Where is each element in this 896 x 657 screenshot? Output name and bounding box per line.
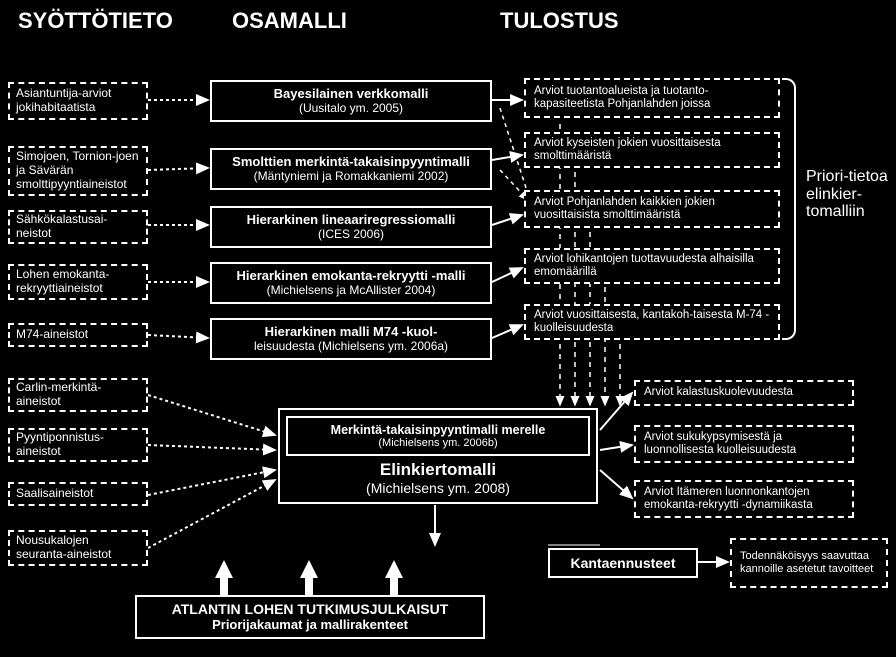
input-9: Nousukalojen seuranta-aineistot	[8, 530, 148, 566]
up-arrow-stem	[305, 578, 313, 595]
bottom-line1: ATLANTIN LOHEN TUTKIMUSJULKAISUT	[143, 601, 477, 617]
input-2: Simojoen, Tornion-joen ja Sävärän smoltt…	[8, 146, 148, 196]
model-1-title: Bayesilainen verkkomalli	[218, 87, 484, 102]
inner-model-title: Merkintä-takaisinpyyntimalli merelle	[294, 423, 582, 437]
output-7: Arviot sukukypsymisestä ja luonnollisest…	[634, 425, 854, 463]
model-4-title: Hierarkinen emokanta-rekryytti -malli	[218, 269, 484, 284]
model-3: Hierarkinen lineaariregressiomalli (ICES…	[210, 206, 492, 248]
outer-model-sub: (Michielsens ym. 2008)	[286, 480, 590, 496]
outer-model-title: Elinkiertomalli	[286, 460, 590, 480]
output-4: Arviot lohikantojen tuottavuudesta alhai…	[524, 248, 780, 284]
up-arrow-icon	[385, 560, 403, 578]
header-output: TULOSTUS	[500, 8, 619, 34]
model-2-title: Smolttien merkintä-takaisinpyyntimalli	[218, 155, 484, 170]
output-3: Arviot Pohjanlahden kaikkien jokien vuos…	[524, 190, 780, 228]
inner-model-sub: (Michielsens ym. 2006b)	[294, 437, 582, 450]
output-8: Arviot Itämeren luonnonkantojen emokanta…	[634, 480, 854, 518]
up-arrow-stem	[220, 578, 228, 595]
up-arrow-icon	[215, 560, 233, 578]
input-1: Asiantuntija-arviot jokihabitaatista	[8, 82, 148, 120]
output-5: Arviot vuosittaisesta, kantakoh-taisesta…	[524, 304, 780, 340]
model-4-sub: (Michielsens ja McAllister 2004)	[218, 284, 484, 298]
header-model: OSAMALLI	[232, 8, 347, 34]
outer-model: Merkintä-takaisinpyyntimalli merelle (Mi…	[278, 408, 598, 504]
bottom-box: ATLANTIN LOHEN TUTKIMUSJULKAISUT Priorij…	[135, 595, 485, 639]
brace-icon	[782, 78, 796, 340]
model-1: Bayesilainen verkkomalli (Uusitalo ym. 2…	[210, 80, 492, 122]
model-2-sub: (Mäntyniemi ja Romakkaniemi 2002)	[218, 170, 484, 184]
input-7: Pyyntiponnistus-aineistot	[8, 428, 148, 462]
input-6: Carlin-merkintä-aineistot	[8, 378, 148, 412]
model-5-title: Hierarkinen malli M74 -kuol-	[218, 325, 484, 340]
model-1-sub: (Uusitalo ym. 2005)	[218, 102, 484, 116]
model-4: Hierarkinen emokanta-rekryytti -malli (M…	[210, 262, 492, 304]
model-5: Hierarkinen malli M74 -kuol- leisuudesta…	[210, 318, 492, 360]
model-5-sub: leisuudesta (Michielsens ym. 2006a)	[218, 340, 484, 354]
output-1: Arviot tuotantoalueista ja tuotanto-kapa…	[524, 78, 780, 118]
input-3: Sähkökalastusai-neistot	[8, 210, 148, 244]
model-3-sub: (ICES 2006)	[218, 228, 484, 242]
header-input: SYÖTTÖTIETO	[18, 8, 173, 34]
forecast-box: Kantaennusteet	[548, 548, 698, 578]
model-3-title: Hierarkinen lineaariregressiomalli	[218, 213, 484, 228]
input-8: Saalisaineistot	[8, 482, 148, 506]
input-5: M74-aineistot	[8, 323, 148, 347]
up-arrow-icon	[300, 560, 318, 578]
up-arrow-stem	[390, 578, 398, 595]
goal-box: Todennäköisyys saavuttaa kannoille asete…	[730, 538, 888, 588]
inner-model: Merkintä-takaisinpyyntimalli merelle (Mi…	[286, 416, 590, 456]
input-4: Lohen emokanta-rekryyttiaineistot	[8, 264, 148, 300]
output-6: Arviot kalastuskuolevuudesta	[634, 380, 854, 406]
model-2: Smolttien merkintä-takaisinpyyntimalli (…	[210, 148, 492, 190]
side-label: Priori-tietoa elinkier-tomalliin	[806, 168, 892, 221]
bottom-line2: Priorijakaumat ja mallirakenteet	[143, 618, 477, 633]
output-2: Arviot kyseisten jokien vuosittaisesta s…	[524, 132, 780, 168]
